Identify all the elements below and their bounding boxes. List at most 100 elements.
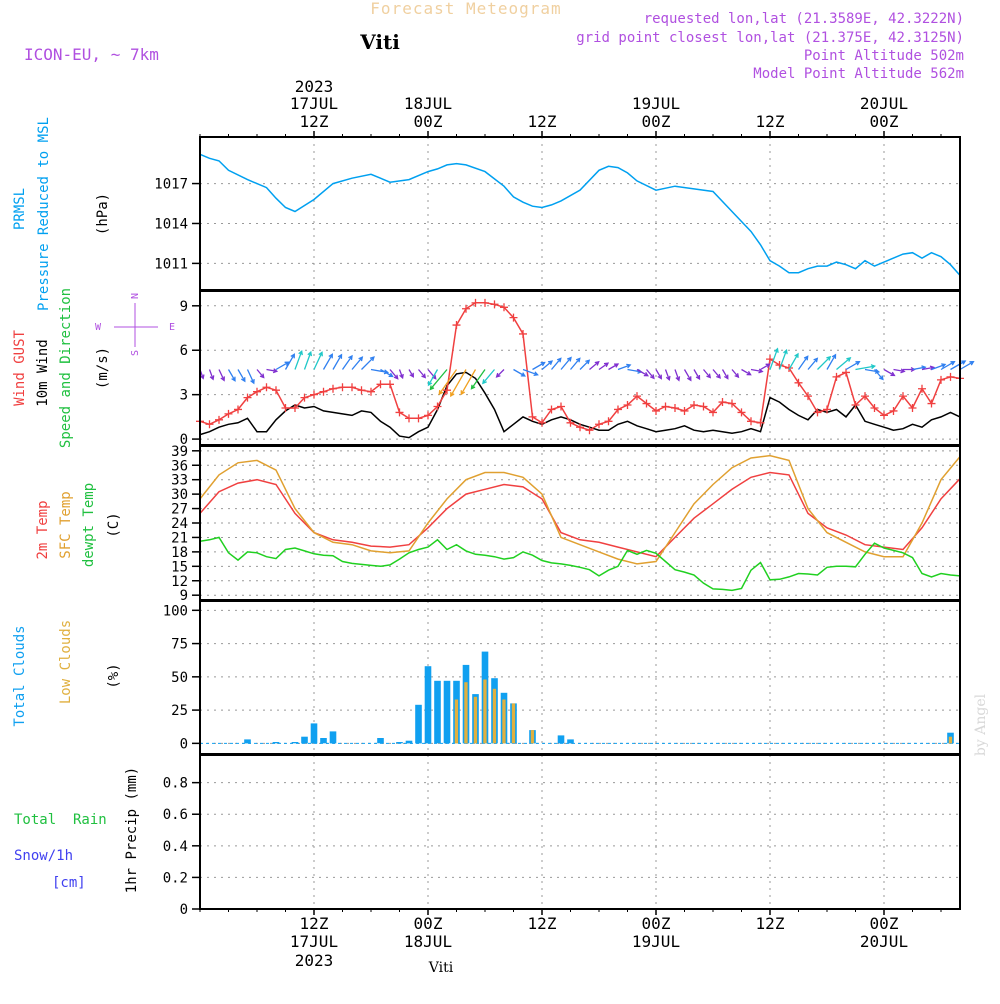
gust-marker [519, 329, 527, 338]
ytick-label-wind: 0 [180, 432, 188, 448]
ytick-label-precip: 0.2 [163, 870, 188, 886]
dewpoint-line [199, 536, 961, 592]
point-altitude: Point Altitude 502m [804, 48, 964, 64]
ytick-label-prmsl: 1011 [154, 256, 188, 272]
gust-marker [633, 392, 641, 401]
wind-arrow [513, 368, 526, 377]
total-cloud-bar [557, 735, 565, 744]
gust-marker [832, 372, 841, 381]
winddir-label: Speed and Direction [58, 288, 74, 448]
wind-arrow [482, 369, 495, 385]
wind-arrow [570, 357, 581, 370]
gust-marker [300, 393, 309, 402]
time-label-bottom: 00Z [870, 914, 899, 933]
total-cloud-bar [434, 680, 441, 744]
temp-unit-label: (C) [106, 512, 122, 537]
wind-arrow [450, 369, 467, 398]
ytick-label-temperature: 21 [171, 530, 188, 546]
low-clouds-label: Low Clouds [58, 620, 74, 704]
wind-arrow [845, 361, 861, 371]
wind-arrow [284, 353, 295, 370]
gust-marker [348, 383, 356, 392]
wind-arrow [389, 369, 399, 380]
compass-north: N [130, 293, 141, 299]
time-label-top: 00Z [414, 112, 443, 131]
gust-marker [234, 405, 242, 414]
ytick-label-clouds: 25 [171, 703, 188, 719]
ytick-label-prmsl: 1014 [154, 216, 188, 232]
wind-arrow [826, 353, 837, 370]
tsfc-line [199, 454, 961, 565]
gust-marker [557, 402, 565, 411]
snow-label: Snow/1h [14, 848, 73, 864]
wind-arrow [218, 369, 225, 382]
gust-marker [424, 411, 432, 420]
gust-marker [367, 387, 375, 396]
date-label-bottom: 17JUL [290, 932, 338, 951]
gust-marker [870, 403, 879, 412]
wind-arrow [237, 369, 246, 383]
gust-marker [908, 403, 917, 412]
gust-marker [386, 380, 394, 389]
wind-arrow [959, 361, 975, 371]
gust-marker [756, 418, 765, 427]
low-cloud-bar [483, 679, 487, 744]
prmsl-unit-label: (hPa) [95, 193, 111, 235]
plot-layer [196, 153, 975, 744]
date-label-bottom: 19JUL [632, 932, 680, 951]
total-cloud-bar [377, 738, 384, 744]
tsfc-label: SFC Temp [58, 491, 74, 558]
tdew-label: dewpt Temp [81, 483, 97, 567]
gust-marker [253, 387, 261, 396]
model-altitude: Model Point Altitude 562m [753, 66, 964, 82]
gust-marker [699, 402, 708, 411]
total-cloud-bar [244, 739, 251, 744]
wind-arrow [579, 359, 591, 370]
gust-marker [566, 418, 575, 427]
date-label-bottom: 20JUL [860, 932, 908, 951]
date-label-top: 17JUL [290, 94, 338, 113]
total-rain-label: Total Rain [14, 812, 107, 828]
ytick-label-wind: 6 [180, 343, 188, 359]
gust-marker [709, 408, 717, 417]
gust-marker [813, 408, 822, 417]
gust-marker [585, 426, 594, 435]
total-cloud-bar [405, 740, 413, 744]
wind-arrow [807, 357, 819, 370]
bottom-location: Viti [428, 960, 454, 976]
compass-east: E [169, 322, 175, 333]
wind-arrow [303, 350, 313, 370]
wind-arrow [636, 368, 649, 377]
wind-arrow [418, 369, 427, 379]
watermark: by Angel [973, 693, 989, 756]
prmsl-label: PRMSL [12, 188, 28, 230]
gust-marker [395, 408, 404, 417]
gridpoint-coords: grid point closest lon,lat (21.375E, 42.… [576, 30, 964, 46]
gust-marker [823, 405, 831, 414]
gust-marker [604, 417, 613, 426]
low-cloud-bar [948, 736, 953, 744]
t2m-label: 2m Temp [35, 500, 51, 559]
wind-arrow [608, 363, 620, 371]
wind-arrow [760, 363, 771, 371]
low-cloud-bar [464, 682, 468, 744]
wind-arrow [817, 355, 832, 370]
wind-arrow [470, 369, 486, 390]
wind-arrow [398, 369, 404, 380]
total-cloud-bar [443, 680, 451, 744]
grid-layer [200, 137, 960, 910]
gust-marker [471, 298, 480, 307]
total-cloud-bar [329, 731, 337, 744]
time-label-top: 12Z [756, 112, 785, 131]
time-label-bottom: 12Z [756, 914, 785, 933]
wind-arrow [429, 369, 448, 391]
gust-marker [224, 409, 233, 418]
ytick-label-wind: 3 [180, 388, 188, 404]
panel-frame-precip [199, 754, 961, 910]
wind-arrow [712, 369, 721, 379]
ytick-label-temperature: 33 [171, 473, 188, 489]
wind-arrow [693, 369, 701, 381]
time-label-bottom: 00Z [414, 914, 443, 933]
gust-marker [272, 386, 280, 395]
gust-marker [319, 387, 328, 396]
